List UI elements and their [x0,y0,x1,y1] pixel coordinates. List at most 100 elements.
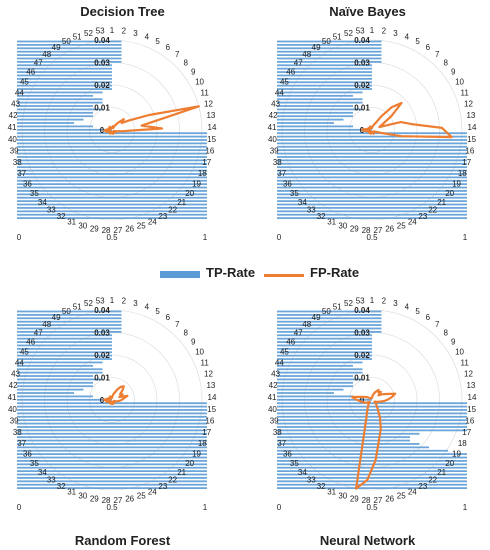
category-label-1-42: 42 [269,111,278,120]
tp-bar-3-24 [277,409,467,411]
tp-bar-1-20 [277,152,467,155]
category-label-3-18: 18 [458,439,467,448]
category-label-0-21: 21 [177,198,186,207]
category-label-2-45: 45 [20,348,29,357]
tp-axis-label-3-1: 0.5 [366,503,378,512]
tp-axis-label-0-2: 1 [203,233,208,242]
tp-bar-0-36 [17,98,103,101]
tp-axis-label-1-2: 1 [463,233,468,242]
tp-bar-3-29 [277,392,334,394]
tp-axis-label-2-0: 0 [17,503,22,512]
tp-bar-0-34 [17,105,93,107]
tp-bar-2-38 [17,361,103,364]
category-label-3-53: 53 [356,297,365,306]
category-label-1-3: 3 [393,29,398,38]
category-label-0-30: 30 [78,222,87,231]
tp-bar-3-35 [277,371,363,374]
tp-bar-3-2 [277,483,467,486]
category-label-2-1: 1 [110,296,115,305]
category-label-2-53: 53 [96,297,105,306]
tp-bar-1-33 [277,108,363,111]
tp-bar-3-36 [277,368,363,371]
category-label-3-39: 39 [270,417,279,426]
category-label-3-17: 17 [462,428,471,437]
tp-bar-3-27 [277,398,372,401]
category-label-0-11: 11 [201,88,210,97]
category-label-3-30: 30 [338,492,347,501]
tp-bar-2-6 [17,470,207,473]
tp-bar-2-48 [17,327,122,330]
category-label-2-23: 23 [158,482,167,491]
category-label-3-52: 52 [344,299,353,308]
tp-bar-1-11 [277,183,467,186]
category-label-3-11: 11 [461,358,470,367]
tp-bar-2-1 [17,487,207,489]
category-label-2-43: 43 [11,370,20,379]
tp-bar-3-41 [277,351,372,354]
tp-bar-1-3 [277,210,467,213]
category-label-0-19: 19 [192,179,201,188]
tp-bar-3-30 [277,388,344,391]
category-label-1-4: 4 [405,32,410,41]
category-label-3-29: 29 [350,494,359,503]
tp-bar-0-47 [17,60,122,63]
tp-bar-1-36 [277,98,363,101]
tp-bar-0-33 [17,108,103,111]
tp-bar-1-39 [277,88,372,90]
tp-bar-3-11 [277,453,467,456]
tp-bar-3-47 [277,330,382,333]
category-label-0-25: 25 [137,222,146,231]
tp-bar-0-53 [17,40,122,43]
category-label-3-19: 19 [452,449,461,458]
category-label-3-26: 26 [385,494,394,503]
tp-bar-3-52 [277,313,382,316]
tp-bar-2-32 [17,381,93,384]
category-label-0-49: 49 [52,43,61,52]
category-label-1-24: 24 [408,218,417,227]
category-label-1-19: 19 [452,179,461,188]
category-label-3-5: 5 [415,307,420,316]
tp-bar-2-7 [17,466,207,469]
tp-bar-3-40 [277,354,372,357]
category-label-0-6: 6 [166,43,171,52]
tp-bar-2-37 [17,364,93,367]
category-label-2-34: 34 [38,468,47,477]
tp-bar-0-10 [17,186,207,189]
category-label-0-22: 22 [168,205,177,214]
legend-fp-swatch [264,274,304,277]
category-label-0-36: 36 [23,179,32,188]
category-label-1-15: 15 [467,135,476,144]
tp-bar-3-53 [277,310,382,313]
tp-bar-1-2 [277,213,467,216]
tp-bar-0-52 [17,43,122,46]
category-label-2-48: 48 [42,320,51,329]
category-label-2-29: 29 [90,494,99,503]
category-label-2-15: 15 [207,405,216,414]
tp-bar-1-19 [277,156,467,158]
tp-bar-2-46 [17,334,112,337]
tp-bar-1-16 [277,166,467,169]
tp-bar-0-29 [17,122,74,124]
tp-bar-1-37 [277,94,353,97]
tp-bar-1-7 [277,196,467,199]
tp-bar-3-49 [277,324,382,326]
tp-bar-2-9 [17,460,207,462]
category-label-3-46: 46 [286,338,295,347]
tp-bar-3-17 [277,432,420,435]
tp-bar-2-31 [17,385,93,388]
tp-bar-2-15 [17,439,207,442]
category-label-0-5: 5 [155,37,160,46]
category-label-3-31: 31 [327,488,336,497]
tp-bar-1-21 [277,149,467,152]
tp-bar-0-22 [17,145,207,148]
category-label-0-39: 39 [10,147,19,156]
category-label-0-51: 51 [73,32,82,41]
category-label-2-31: 31 [67,488,76,497]
tp-bar-1-17 [277,162,467,165]
category-label-1-34: 34 [298,198,307,207]
tp-bar-1-6 [277,200,467,203]
tp-bar-2-28 [17,395,93,398]
category-label-3-12: 12 [464,370,473,379]
tp-bar-2-18 [17,429,207,432]
